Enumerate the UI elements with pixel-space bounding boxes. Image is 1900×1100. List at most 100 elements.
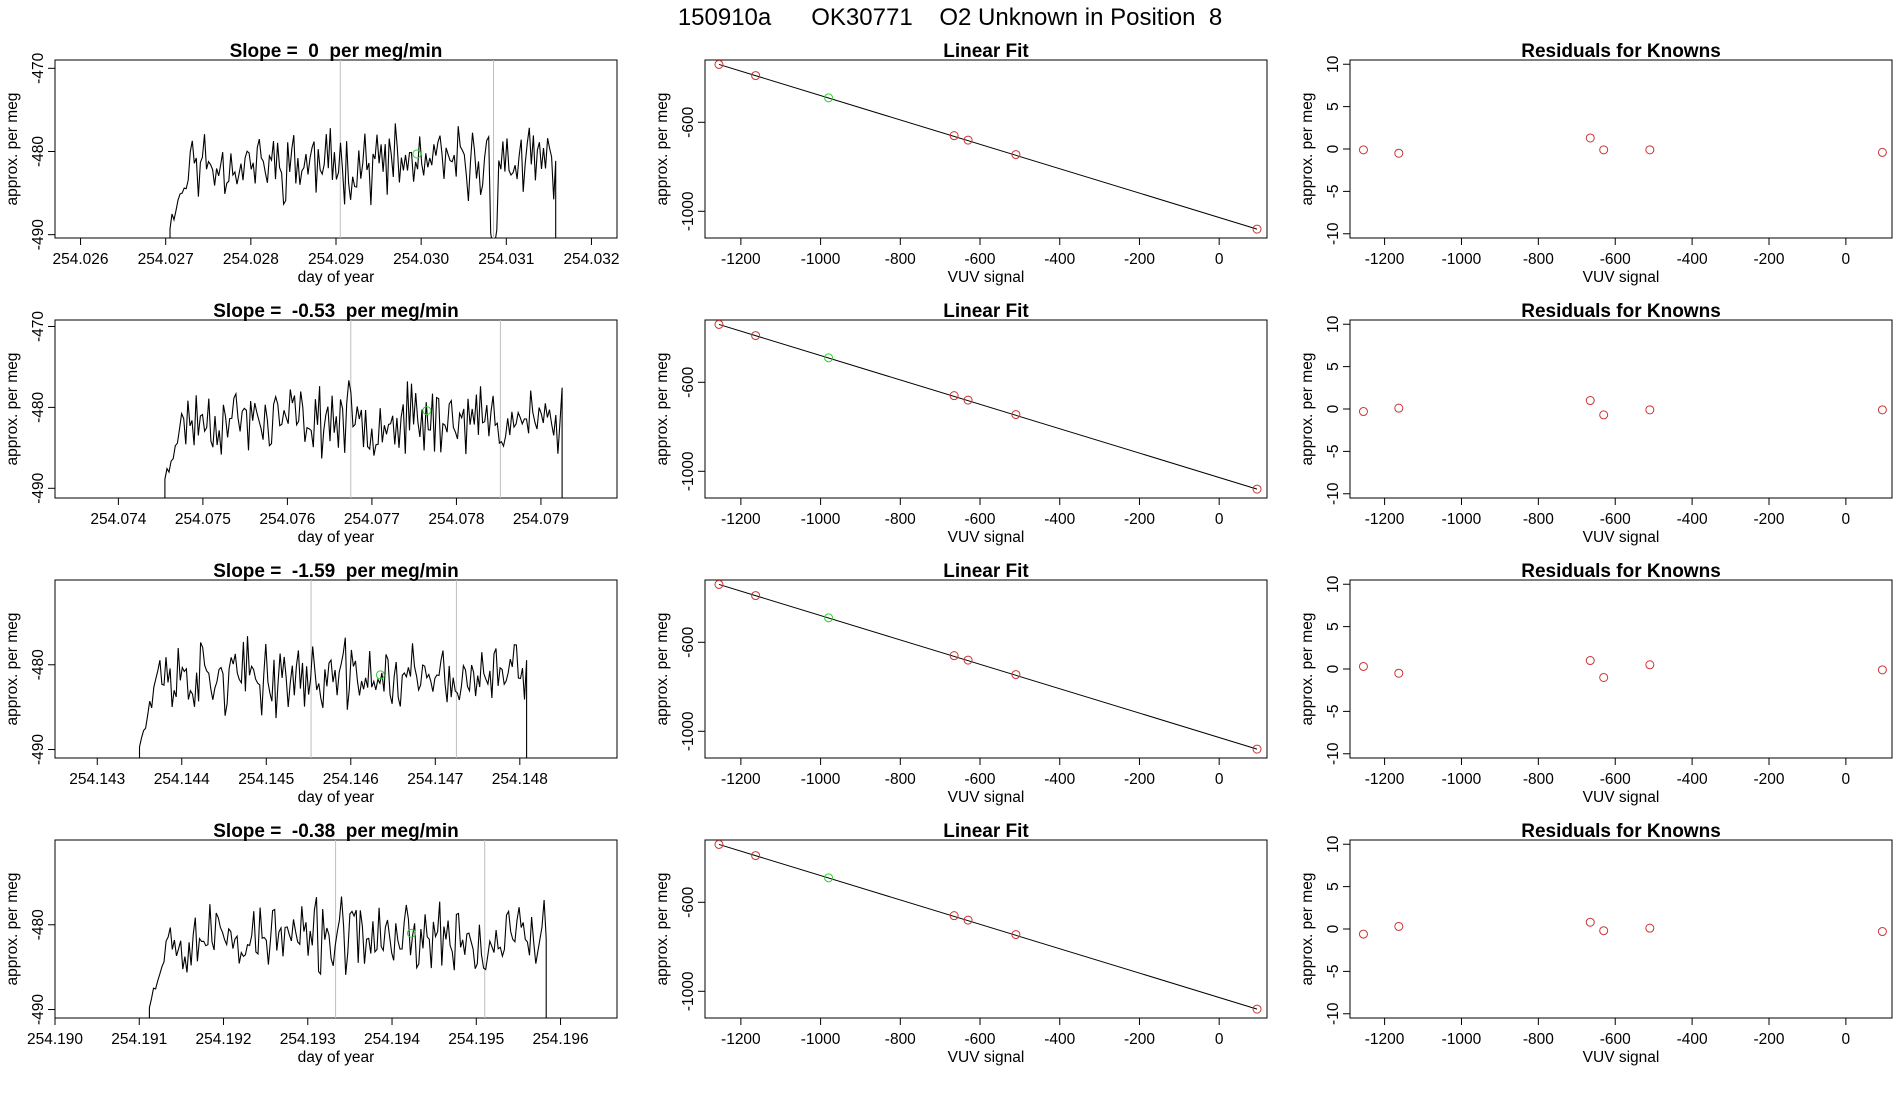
- panel-title: Linear Fit: [943, 821, 1029, 842]
- x-axis-label: VUV signal: [948, 529, 1025, 546]
- plot-frame: [54, 319, 618, 499]
- x-tick-label: -200: [1753, 1031, 1784, 1048]
- y-tick-label: 10: [1325, 55, 1342, 73]
- chart-panel: Linear Fit -1200 -1000 -800 -600 -400 -200 0 -10…: [640, 560, 1295, 820]
- panel-title: Residuals for Knowns: [1521, 561, 1721, 582]
- known-point: [963, 915, 973, 925]
- chart-svg: Linear Fit -1200 -1000 -800 -600 -400 -200 0 -10…: [654, 821, 1268, 1066]
- residual-point: [1585, 917, 1595, 927]
- chart-svg: Residuals for Knowns-1200 -1000 -800 -600 -4…: [1299, 301, 1893, 546]
- y-tick-label: -1000: [680, 711, 697, 751]
- x-tick-label: 254.190: [27, 1031, 83, 1048]
- series-line: [138, 636, 528, 758]
- unknown-mean-point: [422, 406, 432, 416]
- x-tick-label: 254.031: [478, 251, 534, 268]
- residual-point: [1394, 668, 1404, 678]
- chart-svg: Residuals for Knowns-1200 -1000 -800 -600 -4…: [1299, 41, 1893, 286]
- x-tick-label: 0: [1842, 251, 1851, 268]
- y-tick-label: -10: [1325, 742, 1342, 765]
- fit-line: [718, 843, 1258, 1010]
- chart-panel: Residuals for Knowns -1200 -1000 -800 -600 -4…: [1295, 560, 1900, 820]
- residual-point: [1599, 410, 1609, 420]
- y-tick-label: -600: [680, 366, 697, 397]
- chart-panel: Slope = -0.38 per meg/min 254.190 254.191 2…: [0, 820, 640, 1080]
- unknown-point: [824, 613, 834, 623]
- y-tick-label: 0: [1325, 664, 1342, 673]
- known-point: [1011, 670, 1021, 680]
- x-tick-label: 254.144: [154, 771, 210, 788]
- x-tick-label: -200: [1753, 251, 1784, 268]
- plot-frame: [704, 59, 1268, 239]
- x-axis-label: VUV signal: [1583, 789, 1660, 806]
- unknown-point: [824, 93, 834, 103]
- series-line: [169, 123, 557, 238]
- fit-line: [718, 63, 1258, 230]
- page-title: 150910a OK30771 O2 Unknown in Position 8: [677, 4, 1223, 31]
- y-tick-label: -1000: [680, 451, 697, 491]
- residual-point: [1358, 929, 1368, 939]
- y-tick-label: -1000: [680, 971, 697, 1011]
- y-tick-label: -470: [30, 52, 47, 83]
- x-tick-label: -600: [965, 1031, 996, 1048]
- known-point: [1252, 744, 1262, 754]
- x-tick-label: 254.077: [344, 511, 400, 528]
- x-tick-label: -1200: [1365, 251, 1405, 268]
- chart-panel: Slope = 0 per meg/min 254.026 254.027 254.0…: [0, 40, 640, 300]
- y-axis-label: approx. per meg: [4, 613, 21, 726]
- series-line: [164, 380, 563, 498]
- residual-point: [1877, 405, 1887, 415]
- series-line: [148, 896, 547, 1018]
- y-tick-label: -1000: [680, 191, 697, 231]
- residual-point: [1358, 145, 1368, 155]
- x-tick-label: 0: [1215, 511, 1224, 528]
- x-tick-label: -1000: [1442, 251, 1482, 268]
- chart-svg: Residuals for Knowns-1200 -1000 -800 -600 -4…: [1299, 821, 1893, 1066]
- known-point: [949, 391, 959, 401]
- y-tick-label: 0: [1325, 144, 1342, 153]
- y-tick-label: -5: [1325, 964, 1342, 978]
- residual-point: [1645, 923, 1655, 933]
- x-tick-label: 254.078: [428, 511, 484, 528]
- x-axis-label: day of year: [298, 529, 375, 546]
- known-point: [1252, 224, 1262, 234]
- panel-title: Residuals for Knowns: [1521, 301, 1721, 322]
- y-axis-label: approx. per meg: [1299, 93, 1316, 206]
- x-tick-label: -1200: [1365, 1031, 1405, 1048]
- x-tick-label: 254.194: [364, 1031, 420, 1048]
- known-point: [1011, 150, 1021, 160]
- chart-svg: Slope = -0.38 per meg/min 254.190 254.191 2…: [4, 821, 618, 1066]
- x-tick-label: -200: [1124, 1031, 1155, 1048]
- x-tick-label: -800: [885, 1031, 916, 1048]
- x-tick-label: -1000: [1442, 511, 1482, 528]
- chart-panel: Linear Fit -1200 -1000 -800 -600 -400 -200 0 -10…: [640, 40, 1295, 300]
- y-tick-label: -480: [30, 909, 47, 940]
- residual-point: [1585, 396, 1595, 406]
- x-tick-label: 254.030: [393, 251, 449, 268]
- unknown-point: [824, 873, 834, 883]
- fit-line: [718, 583, 1258, 750]
- panel-title: Residuals for Knowns: [1521, 821, 1721, 842]
- chart-svg: Linear Fit -1200 -1000 -800 -600 -400 -200 0 -10…: [654, 301, 1268, 546]
- residual-point: [1585, 133, 1595, 143]
- known-point: [751, 71, 761, 81]
- y-tick-label: 5: [1325, 362, 1342, 371]
- known-point: [949, 651, 959, 661]
- y-tick-label: -490: [30, 994, 47, 1025]
- chart-svg: Slope = -0.53 per meg/min 254.074 254.075 2…: [4, 301, 618, 546]
- x-tick-label: 254.192: [196, 1031, 252, 1048]
- unknown-mean-point: [406, 928, 416, 938]
- known-point: [949, 131, 959, 141]
- x-tick-label: -400: [1044, 511, 1075, 528]
- x-tick-label: -800: [1523, 511, 1554, 528]
- x-tick-label: -400: [1677, 771, 1708, 788]
- panel-title: Slope = -1.59 per meg/min: [213, 561, 459, 582]
- x-tick-label: 254.028: [223, 251, 279, 268]
- x-tick-label: -1200: [1365, 771, 1405, 788]
- y-tick-label: 10: [1325, 835, 1342, 853]
- plot-frame: [1349, 839, 1893, 1019]
- y-tick-label: 0: [1325, 404, 1342, 413]
- residual-point: [1358, 407, 1368, 417]
- x-tick-label: 254.143: [69, 771, 125, 788]
- x-tick-label: 254.075: [175, 511, 231, 528]
- x-tick-label: -200: [1124, 511, 1155, 528]
